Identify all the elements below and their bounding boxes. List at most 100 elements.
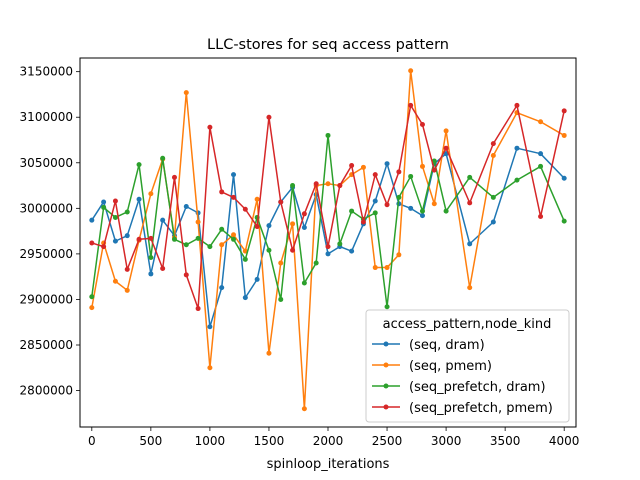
data-point (372, 210, 378, 216)
data-point (231, 172, 237, 178)
data-point (242, 295, 248, 301)
y-tick-label: 3000000 (20, 201, 73, 215)
data-point (538, 163, 544, 169)
data-point (384, 161, 390, 167)
data-point (148, 191, 154, 197)
data-point (124, 233, 130, 239)
data-point (242, 256, 248, 262)
data-point (124, 287, 130, 293)
data-point (290, 183, 296, 189)
data-point (349, 248, 355, 254)
data-point (171, 174, 177, 180)
data-point (467, 200, 473, 206)
data-point (171, 236, 177, 242)
data-point (89, 217, 95, 223)
data-point (431, 167, 437, 173)
data-point (266, 114, 272, 120)
data-point (561, 108, 567, 114)
data-point (219, 285, 225, 291)
data-point (290, 221, 296, 227)
data-point (231, 236, 237, 242)
data-point (538, 151, 544, 157)
data-point (325, 181, 331, 187)
data-point (148, 255, 154, 261)
y-tick-label: 2800000 (20, 384, 73, 398)
data-point (419, 208, 425, 214)
data-point (148, 235, 154, 241)
y-tick-label: 3050000 (20, 156, 73, 170)
data-point (408, 102, 414, 108)
data-point (349, 163, 355, 169)
legend: access_pattern,node_kind (seq, dram) (seq… (365, 309, 570, 423)
legend-entry-label: (seq_prefetch, dram) (409, 380, 546, 395)
data-point (301, 224, 307, 230)
data-point (337, 241, 343, 247)
data-point (183, 90, 189, 96)
data-point (313, 181, 319, 187)
data-point (89, 305, 95, 311)
data-point (443, 145, 449, 151)
data-point (101, 199, 107, 205)
data-point (278, 260, 284, 266)
data-point (195, 306, 201, 312)
data-point (207, 365, 213, 371)
y-tick-label: 2900000 (20, 292, 73, 306)
y-tick-label: 2850000 (20, 338, 73, 352)
data-point (207, 324, 213, 330)
legend-title: access_pattern,node_kind (383, 317, 552, 332)
y-tick-label: 2950000 (20, 247, 73, 261)
series-layer (89, 68, 567, 412)
data-point (490, 219, 496, 225)
legend-marker (383, 383, 389, 389)
data-point (183, 272, 189, 278)
data-point (349, 208, 355, 214)
data-point (219, 242, 225, 248)
data-point (514, 102, 520, 108)
data-point (254, 224, 260, 230)
data-point (124, 209, 130, 215)
data-point (112, 238, 118, 244)
data-point (136, 162, 142, 168)
data-point (219, 226, 225, 232)
data-point (301, 211, 307, 217)
y-axis: 2800000 2850000 2900000 2950000 3000000 30500… (20, 65, 80, 398)
data-point (396, 194, 402, 200)
data-point (431, 201, 437, 207)
data-point (136, 196, 142, 202)
data-point (408, 173, 414, 179)
data-point (372, 198, 378, 204)
data-point (384, 265, 390, 271)
data-point (396, 252, 402, 258)
data-point (266, 223, 272, 229)
data-point (207, 124, 213, 130)
data-point (278, 199, 284, 205)
data-point (254, 196, 260, 202)
x-tick-label: 1500 (254, 434, 285, 448)
data-point (112, 278, 118, 284)
data-point (337, 183, 343, 189)
series-line (91, 70, 565, 410)
data-point (313, 260, 319, 266)
data-point (538, 214, 544, 220)
chart-title: LLC-stores for seq access pattern (207, 37, 449, 53)
x-tick-label: 3000 (431, 434, 462, 448)
data-point (561, 132, 567, 138)
data-point (124, 266, 130, 272)
legend-marker (383, 404, 389, 410)
data-point (372, 172, 378, 178)
data-point (372, 265, 378, 271)
x-tick-label: 500 (139, 434, 162, 448)
x-tick-label: 3500 (490, 434, 521, 448)
data-point (443, 128, 449, 134)
legend-entry-label: (seq, pmem) (409, 359, 492, 374)
data-point (148, 271, 154, 277)
data-point (467, 285, 473, 291)
data-point (360, 164, 366, 170)
data-point (443, 208, 449, 214)
series-line (91, 104, 565, 310)
data-point (112, 198, 118, 204)
data-point (408, 205, 414, 211)
data-point (231, 232, 237, 238)
data-point (325, 244, 331, 250)
